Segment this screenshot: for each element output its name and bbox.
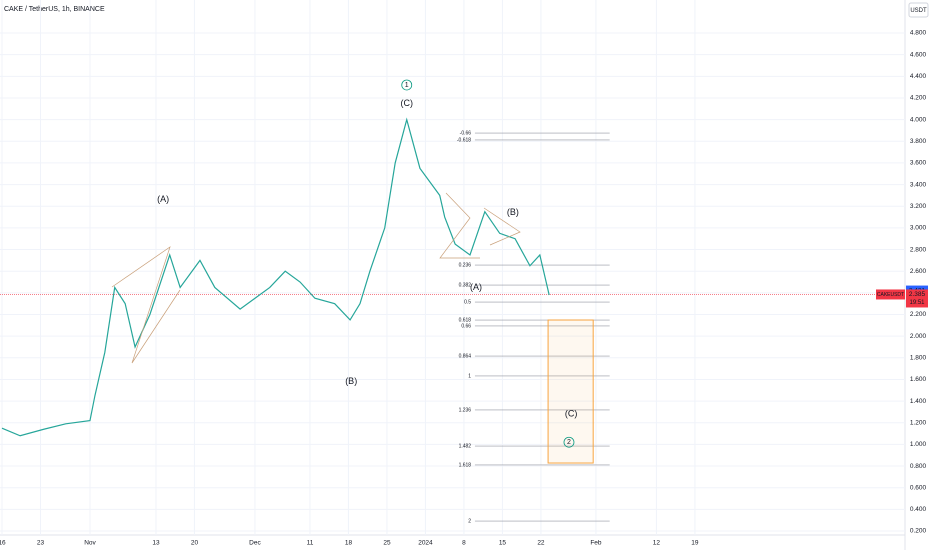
fib-label: 2: [468, 518, 471, 524]
price-line: [1, 117, 550, 437]
x-tick-label: 18: [345, 540, 353, 547]
x-tick-label: 12: [653, 540, 661, 547]
wave-drawing: [483, 207, 521, 246]
fib-label: 1.482: [459, 443, 472, 449]
fib-label: 1.618: [459, 462, 472, 468]
y-tick-label: 2.600: [910, 268, 927, 275]
y-tick-label: 4.400: [910, 73, 927, 80]
wave-drawing: [439, 192, 480, 259]
y-tick-label: 2.200: [910, 311, 927, 318]
fib-label: 0.864: [459, 353, 472, 359]
wave-circle: [563, 436, 575, 448]
y-tick-label: 2.000: [910, 333, 927, 340]
wave-label: (A): [470, 282, 482, 292]
y-tick-label: 3.000: [910, 225, 927, 232]
wave-label: 2: [567, 439, 571, 446]
y-tick-label: 3.200: [910, 203, 927, 210]
x-tick-label: 19: [691, 540, 699, 547]
y-tick-label: 0.400: [910, 506, 927, 513]
fib-label: 1.236: [459, 407, 472, 413]
x-tick-label: 20: [191, 540, 199, 547]
y-tick-label: 4.000: [910, 116, 927, 123]
x-tick-label: Feb: [590, 540, 602, 547]
fib-label: 0.236: [459, 262, 472, 268]
wave-label: (B): [345, 376, 357, 386]
x-tick-label: 16: [0, 540, 6, 547]
countdown-label: 19:51: [909, 300, 925, 306]
y-tick-label: 3.400: [910, 181, 927, 188]
wave-circle: [401, 79, 413, 91]
wave-label: (C): [565, 408, 578, 418]
fib-label: 0.382: [459, 282, 472, 288]
x-tick-label: 25: [383, 540, 391, 547]
y-tick-label: 0.200: [910, 528, 927, 535]
y-tick-label: 2.800: [910, 246, 927, 253]
y-tick-label: 1.000: [910, 441, 927, 448]
chart-title: CAKE / TetherUS, 1h, BINANCE: [4, 6, 105, 13]
wave-label: (C): [400, 98, 413, 108]
y-tick-label: 4.800: [910, 30, 927, 37]
x-tick-label: 2024: [418, 540, 433, 547]
y-tick-label: 1.200: [910, 419, 927, 426]
fib-label: 0.618: [459, 317, 472, 323]
wave-label: (A): [157, 194, 169, 204]
fib-label: -0.66: [460, 130, 472, 136]
wave-label: 1: [405, 82, 409, 89]
fib-label: -0.618: [457, 137, 471, 143]
target-box: [547, 319, 594, 464]
y-tick-label: 3.600: [910, 160, 927, 167]
y-tick-label: 1.400: [910, 398, 927, 405]
x-tick-label: Dec: [249, 540, 261, 547]
y-tick-label: 4.600: [910, 51, 927, 58]
symbol-label: CAKEUSDT: [877, 292, 904, 298]
x-tick-label: Nov: [84, 540, 96, 547]
last-price-tag: [906, 289, 928, 308]
wave-label: (B): [507, 207, 519, 217]
last-price-label: 2.385: [909, 291, 926, 298]
currency-label[interactable]: USDT: [910, 8, 927, 14]
y-tick-label: 1.800: [910, 355, 927, 362]
x-tick-label: 11: [307, 540, 314, 547]
x-tick-label: 13: [152, 540, 160, 547]
y-tick-label: 1.600: [910, 376, 927, 383]
y-tick-label: 0.800: [910, 463, 927, 470]
x-tick-label: 15: [499, 540, 507, 547]
fib-label: 0.66: [461, 323, 471, 329]
currency-button[interactable]: [908, 2, 929, 18]
wave-drawing: [111, 246, 181, 364]
y-tick-label: 4.200: [910, 95, 927, 102]
x-tick-label: 22: [537, 540, 545, 547]
y-tick-label: 0.600: [910, 484, 927, 491]
fib-label: 1: [468, 373, 471, 379]
x-tick-label: 8: [462, 540, 466, 547]
y-tick-label: 3.800: [910, 138, 927, 145]
fib-label: 0.5: [464, 299, 471, 305]
symbol-tag: [876, 289, 905, 300]
x-tick-label: 23: [37, 540, 45, 547]
